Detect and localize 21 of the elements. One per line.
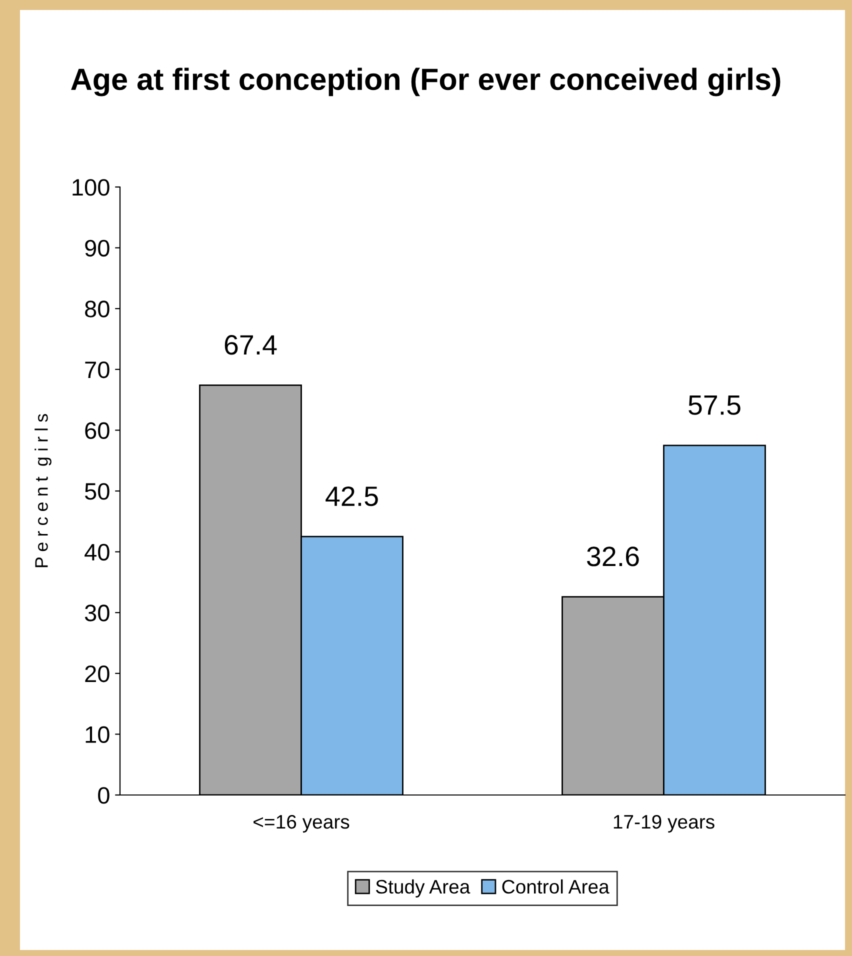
chart-title: Age at first conception (For ever conceived girls): [71, 68, 780, 96]
y-tick-label: 80: [85, 300, 110, 318]
y-tick-label: 100: [72, 179, 110, 196]
y-tick-label: 30: [84, 604, 110, 622]
y-tick-label: 70: [85, 361, 110, 378]
data-label: 67.4: [224, 335, 277, 355]
y-tick-label: 20: [85, 665, 110, 682]
data-label: 42.5: [326, 486, 378, 506]
y-tick-label: 10: [86, 726, 110, 743]
y-tick-label: 0: [98, 787, 110, 804]
data-label: 32.6: [587, 546, 639, 566]
x-tick-label: <=16 years: [254, 814, 350, 833]
legend-label: Control Area: [502, 879, 610, 894]
y-tick-label: 40: [84, 544, 110, 561]
y-axis-title: P e r c e n t g i r l s: [34, 414, 52, 568]
data-label: 57.5: [688, 396, 740, 415]
y-tick-label: 50: [84, 483, 110, 500]
x-tick-label: 17-19 years: [614, 814, 714, 833]
y-tick-label: 90: [85, 240, 110, 257]
legend-label: Study Area: [376, 879, 470, 898]
y-tick-label: 60: [85, 422, 110, 439]
